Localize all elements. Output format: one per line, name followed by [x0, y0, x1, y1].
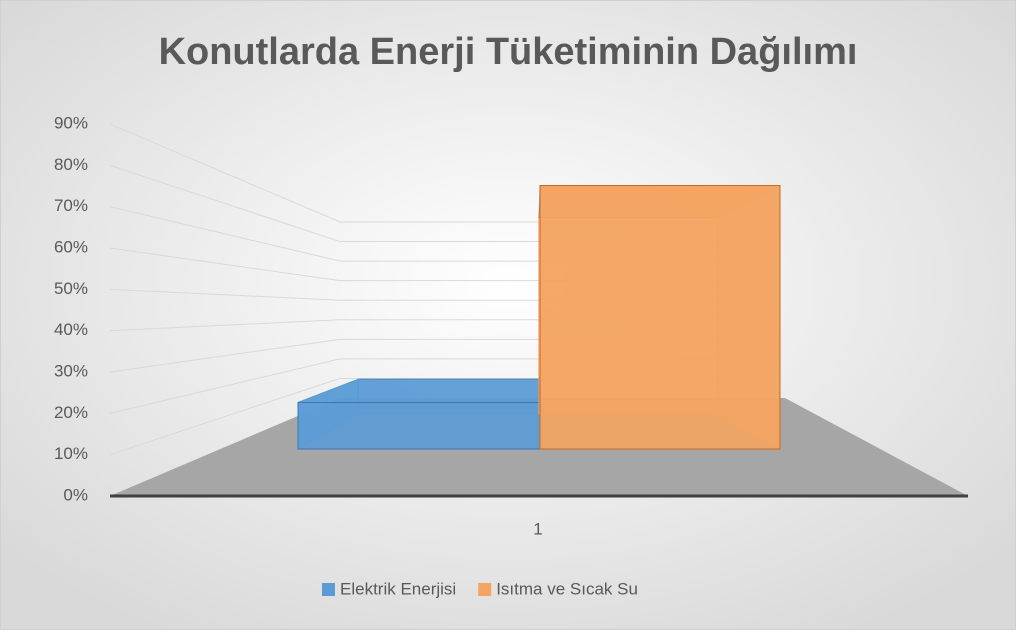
y-tick-label: 70%: [54, 196, 88, 215]
y-tick-label: 40%: [54, 320, 88, 339]
chart-title: Konutlarda Enerji Tüketiminin Dağılımı: [159, 31, 858, 73]
y-tick-label: 30%: [54, 361, 88, 380]
y-tick-label: 20%: [54, 403, 88, 422]
y-tick-label: 80%: [54, 155, 88, 174]
y-tick-label: 50%: [54, 279, 88, 298]
bar-3d: [538, 184, 781, 450]
legend-swatch: [322, 583, 335, 596]
y-tick-label: 0%: [63, 485, 88, 504]
bar: [539, 185, 781, 450]
legend-label: Isıtma ve Sıcak Su: [496, 579, 638, 598]
bar-3d: [297, 378, 541, 450]
bar: [297, 402, 541, 450]
y-tick-label: 90%: [54, 113, 88, 132]
y-tick-label: 60%: [54, 237, 88, 256]
legend-swatch: [478, 583, 492, 596]
y-tick-label: 10%: [54, 444, 88, 463]
x-tick-label: 1: [533, 519, 542, 538]
legend-label: Elektrik Enerjisi: [340, 579, 456, 598]
